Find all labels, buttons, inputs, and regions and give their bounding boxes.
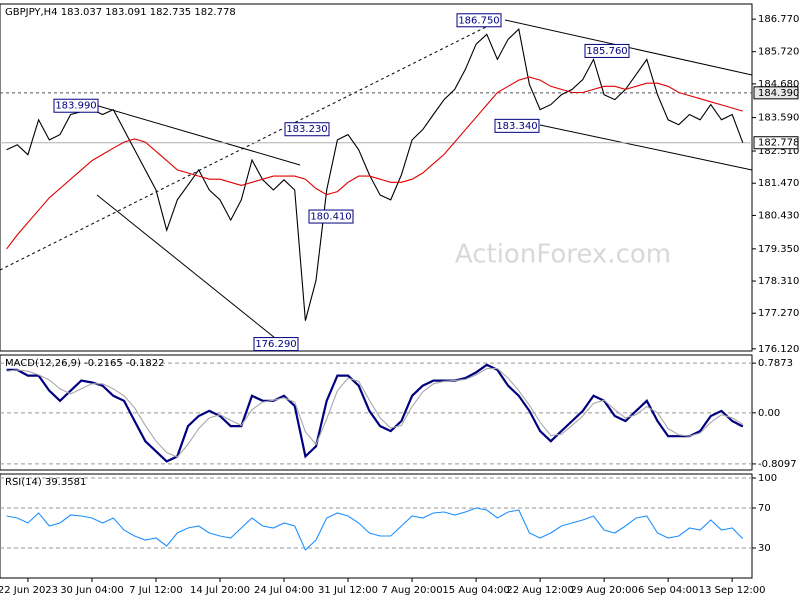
y-tick-label: 0.00 xyxy=(758,408,780,419)
series-line xyxy=(6,363,744,463)
y-tick-label: 178.310 xyxy=(758,276,799,287)
x-tick-label: 22 Jun 2023 xyxy=(0,585,58,596)
x-tick-label: 22 Aug 12:00 xyxy=(506,585,573,596)
y-tick-label: 183.590 xyxy=(758,113,799,124)
panel-frame xyxy=(0,3,753,352)
panel-title: GBPJPY,H4 183.037 183.091 182.735 182.77… xyxy=(5,7,236,18)
y-tick-label: 70 xyxy=(758,503,771,514)
annotation-box xyxy=(494,118,540,133)
y-tick-label: -0.8097 xyxy=(758,459,797,470)
annotation-box xyxy=(308,209,354,224)
x-tick-label: 7 Jul 12:00 xyxy=(129,585,183,596)
annotation-label: 183.340 xyxy=(496,121,537,132)
annotation-box xyxy=(253,337,299,352)
series-line xyxy=(6,368,744,458)
y-tick-label: 182.510 xyxy=(758,146,799,157)
y-tick-label: 186.770 xyxy=(758,14,799,25)
x-tick-label: 15 Aug 04:00 xyxy=(442,585,509,596)
x-tick-label: 29 Aug 20:00 xyxy=(570,585,637,596)
series-line xyxy=(6,76,743,250)
trend-line xyxy=(94,104,301,166)
panel-title: MACD(12,26,9) -0.2165 -0.1822 xyxy=(5,358,165,369)
watermark: ActionForex.com xyxy=(455,240,671,270)
price-label: 184.390 xyxy=(758,88,799,99)
series-line xyxy=(6,28,744,321)
y-tick-label: 100 xyxy=(758,473,777,484)
x-tick-label: 7 Aug 20:00 xyxy=(382,585,443,596)
annotation-box xyxy=(584,43,630,58)
x-tick-label: 14 Jul 20:00 xyxy=(190,585,250,596)
annotation-label: 185.760 xyxy=(586,46,627,57)
x-tick-label: 13 Sep 12:00 xyxy=(699,585,766,596)
price-label-box xyxy=(753,86,799,100)
x-tick-label: 6 Sep 04:00 xyxy=(638,585,698,596)
x-tick-label: 30 Jun 04:00 xyxy=(60,585,124,596)
y-tick-label: 184.680 xyxy=(758,79,799,90)
panel-frame xyxy=(0,473,753,579)
annotation-label: 186.750 xyxy=(458,15,499,26)
y-tick-label: 180.430 xyxy=(758,210,799,221)
annotation-label: 183.230 xyxy=(286,124,327,135)
y-tick-label: 30 xyxy=(758,543,771,554)
y-tick-label: 176.120 xyxy=(758,344,799,355)
annotation-box xyxy=(456,13,502,28)
annotation-label: 183.990 xyxy=(55,101,96,112)
x-tick-label: 31 Jul 12:00 xyxy=(318,585,378,596)
price-label: 182.778 xyxy=(758,138,799,149)
annotation-box xyxy=(284,122,330,137)
annotation-label: 176.290 xyxy=(255,339,296,350)
annotation-label: 180.410 xyxy=(310,212,351,223)
panel-title: RSI(14) 39.3581 xyxy=(5,477,86,488)
x-tick-label: 24 Jul 04:00 xyxy=(254,585,314,596)
price-label-box xyxy=(753,136,799,150)
y-tick-label: 185.720 xyxy=(758,47,799,58)
y-tick-label: 179.350 xyxy=(758,244,799,255)
series-line xyxy=(6,507,744,551)
y-tick-label: 177.270 xyxy=(758,308,799,319)
y-tick-label: 0.7873 xyxy=(758,358,793,369)
y-tick-label: 181.470 xyxy=(758,178,799,189)
trend-line xyxy=(539,124,753,171)
trend-line xyxy=(96,194,291,351)
annotation-box xyxy=(53,98,99,113)
